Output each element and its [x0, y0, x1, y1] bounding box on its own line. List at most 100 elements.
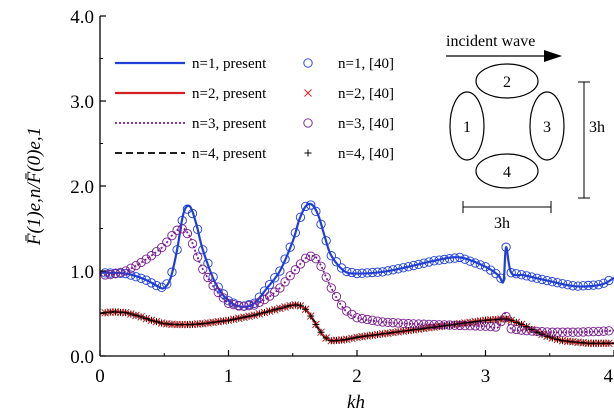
marker-n4 — [553, 335, 561, 343]
marker-n4 — [302, 305, 310, 313]
marker-n1 — [121, 268, 131, 279]
marker-n4 — [214, 318, 222, 326]
series-line-n1 — [99, 202, 614, 308]
marker-n4 — [286, 302, 294, 310]
marker-n3 — [557, 327, 568, 337]
marker-n1 — [439, 254, 450, 265]
marker-n4 — [368, 331, 376, 339]
legend-label-reference: n=1, [40] — [338, 56, 394, 72]
series-line-n3 — [99, 227, 614, 334]
marker-n4 — [399, 327, 407, 335]
marker-n4 — [225, 316, 232, 324]
cylinder-label: 3 — [543, 119, 551, 136]
marker-n1 — [599, 278, 609, 288]
marker-n4 — [271, 306, 279, 314]
legend-label-present: n=4, present — [192, 146, 267, 162]
marker-n1 — [285, 242, 295, 252]
marker-n4 — [476, 317, 484, 325]
marker-n4 — [579, 339, 587, 347]
cylinder-2 — [475, 63, 539, 99]
cylinder-1 — [449, 91, 485, 161]
marker-n1 — [424, 257, 434, 267]
marker-n1 — [506, 268, 516, 278]
marker-n4 — [430, 323, 438, 331]
marker-n1 — [485, 265, 496, 275]
marker-n4 — [137, 313, 145, 321]
marker-n1 — [306, 200, 316, 210]
x-tick-label: 3 — [481, 366, 491, 387]
marker-n4 — [122, 309, 130, 317]
marker-n4 — [132, 311, 140, 319]
marker-n1 — [321, 236, 331, 246]
marker-n3 — [167, 230, 177, 241]
marker-n4 — [507, 316, 515, 324]
marker-n3 — [213, 287, 223, 298]
marker-n4 — [384, 329, 392, 337]
marker-n4 — [348, 334, 356, 342]
marker-n4 — [548, 334, 556, 342]
marker-n3 — [228, 300, 239, 310]
marker-n4 — [517, 320, 525, 328]
marker-n3 — [336, 300, 347, 310]
marker-n3 — [321, 272, 331, 282]
marker-n1 — [167, 267, 177, 277]
marker-n1 — [496, 273, 506, 283]
y-axis-label: F̄(1)e,n/F̄(0)e,1 — [24, 127, 45, 246]
marker-n1 — [357, 268, 367, 278]
marker-n3 — [203, 272, 213, 283]
marker-n4 — [199, 320, 207, 328]
legend: n=1, present n=1, [40] n=2, present n=2, [4… — [115, 56, 394, 162]
marker-n4 — [605, 339, 613, 347]
marker-n1 — [573, 281, 583, 291]
marker-n3 — [388, 318, 398, 328]
marker-n1 — [326, 251, 336, 261]
marker-n1 — [516, 270, 527, 280]
marker-n3 — [331, 291, 342, 302]
marker-n4 — [543, 332, 551, 340]
marker-n1 — [136, 273, 146, 283]
tick-labels: 0 1 2 3 4 0.0 1.0 2.0 3.0 4.0 — [70, 7, 613, 387]
marker-n4 — [440, 322, 448, 330]
marker-n1 — [151, 280, 162, 291]
x-tick-label: 2 — [352, 366, 362, 387]
marker-n1 — [521, 271, 532, 281]
marker-layer — [100, 200, 614, 348]
marker-n4 — [559, 337, 567, 345]
marker-n4 — [255, 310, 263, 318]
marker-n4 — [564, 337, 572, 345]
cylinder-4 — [475, 153, 539, 189]
marker-n1 — [352, 268, 362, 279]
marker-n3 — [259, 294, 270, 305]
cylinder-3 — [529, 91, 565, 161]
marker-n3 — [182, 228, 193, 239]
marker-n4 — [523, 323, 531, 331]
marker-n4 — [574, 338, 582, 346]
marker-n4 — [404, 327, 412, 334]
marker-n4 — [410, 326, 418, 334]
marker-n4 — [158, 319, 166, 327]
marker-n1 — [501, 242, 511, 252]
marker-n1 — [383, 266, 393, 276]
marker-n4 — [312, 320, 320, 328]
marker-n1 — [270, 273, 280, 283]
marker-n4 — [379, 330, 387, 338]
marker-n3 — [583, 327, 593, 337]
marker-n1 — [393, 264, 403, 274]
marker-n3 — [223, 298, 234, 308]
y-tick-label: 3.0 — [70, 92, 94, 113]
marker-n3 — [208, 280, 218, 291]
marker-n1 — [295, 212, 306, 222]
marker-n3 — [372, 316, 383, 326]
marker-n1 — [131, 272, 141, 282]
marker-n1 — [465, 256, 475, 266]
marker-n1 — [290, 228, 300, 238]
marker-n4 — [317, 328, 325, 336]
marker-n4 — [466, 318, 474, 326]
marker-n4 — [528, 325, 536, 333]
marker-n4 — [153, 318, 161, 326]
marker-n1 — [547, 277, 557, 287]
marker-n3 — [198, 264, 208, 274]
marker-n4 — [569, 338, 577, 346]
marker-n1 — [213, 282, 223, 292]
marker-n4 — [533, 328, 541, 336]
